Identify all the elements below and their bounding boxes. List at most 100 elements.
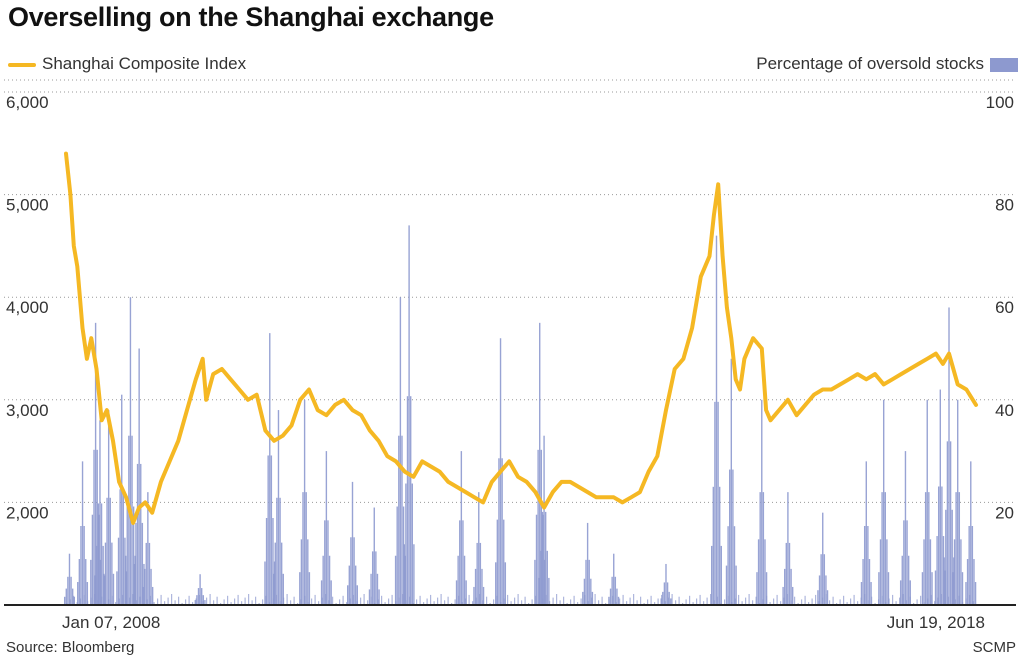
oversold-bar-noise xyxy=(790,600,792,605)
oversold-bar-noise xyxy=(500,602,502,605)
oversold-bar-1-6 xyxy=(86,582,89,605)
oversold-bar-noise xyxy=(314,594,316,605)
oversold-bar-noise xyxy=(846,602,848,605)
oversold-bar-9-2 xyxy=(201,588,203,605)
oversold-bar-noise xyxy=(440,594,442,605)
oversold-bar-noise xyxy=(594,594,596,605)
oversold-bar-22-0 xyxy=(543,435,545,605)
oversold-bar-noise xyxy=(619,598,621,605)
oversold-bar-34-2 xyxy=(928,492,930,605)
oversold-bar-36-0 xyxy=(948,307,950,605)
oversold-bar-8-5 xyxy=(142,586,144,605)
oversold-bar-35-0 xyxy=(939,389,941,605)
oversold-bar-1-1 xyxy=(80,525,82,605)
oversold-bar-16-4 xyxy=(402,506,405,605)
oversold-bar-24-0 xyxy=(613,553,615,605)
oversold-bar-6-6 xyxy=(134,555,136,605)
oversold-bar-36-6 xyxy=(953,557,955,605)
oversold-bar-noise xyxy=(248,594,250,605)
oversold-bar-noise xyxy=(377,599,379,605)
oversold-bar-noise xyxy=(150,595,152,605)
oversold-bar-21-1 xyxy=(537,449,539,605)
oversold-bar-noise xyxy=(696,598,698,605)
oversold-bar-38-3 xyxy=(966,559,969,605)
oversold-bar-noise xyxy=(328,600,330,605)
oversold-bar-14-4 xyxy=(354,565,357,605)
oversold-bar-15-4 xyxy=(376,573,379,605)
oversold-bar-21-5 xyxy=(534,559,536,605)
oversold-bar-37-3 xyxy=(953,539,956,605)
oversold-bar-33-5 xyxy=(899,580,902,605)
oversold-bar-14-3 xyxy=(348,565,350,605)
oversold-bar-noise xyxy=(636,600,638,605)
oversold-bar-2-2 xyxy=(96,449,98,605)
oversold-bar-noise xyxy=(461,602,463,605)
oversold-bar-33-3 xyxy=(901,555,903,605)
oversold-bar-noise xyxy=(325,594,327,605)
oversold-bar-29-6 xyxy=(792,586,794,605)
oversold-bar-noise xyxy=(622,594,624,605)
oversold-bar-32-3 xyxy=(879,539,882,605)
oversold-bar-noise xyxy=(689,595,691,605)
oversold-bar-32-5 xyxy=(878,572,880,605)
oversold-bar-noise xyxy=(559,600,561,605)
oversold-bar-noise xyxy=(972,601,974,605)
oversold-bar-noise xyxy=(209,594,211,605)
oversold-bar-34-3 xyxy=(923,539,925,605)
x-tick-end: Jun 19, 2018 xyxy=(887,613,985,632)
oversold-bar-noise xyxy=(286,594,288,605)
index-line xyxy=(64,151,978,525)
oversold-bar-noise xyxy=(83,594,85,605)
oversold-bar-noise xyxy=(342,595,344,605)
oversold-bar-12-2 xyxy=(305,492,307,605)
oversold-bar-noise xyxy=(69,599,71,605)
oversold-bar-8-2 xyxy=(148,542,151,605)
oversold-bar-noise xyxy=(304,595,306,605)
oversold-bar-noise xyxy=(755,596,757,605)
oversold-bar-noise xyxy=(433,601,435,605)
oversold-bar-noise xyxy=(101,596,103,605)
source-note: Source: Bloomberg xyxy=(6,639,135,656)
oversold-bar-30-4 xyxy=(825,575,827,605)
oversold-bar-10-5 xyxy=(264,561,266,605)
oversold-bar-10-1 xyxy=(267,455,269,605)
oversold-bar-noise xyxy=(549,601,551,605)
oversold-bar-7-0 xyxy=(138,348,140,605)
oversold-bar-15-2 xyxy=(375,551,377,605)
oversold-bar-noise xyxy=(535,595,537,605)
oversold-bar-20-2 xyxy=(501,458,503,605)
oversold-bar-noise xyxy=(391,594,393,605)
oversold-bar-noise xyxy=(591,597,593,605)
oversold-bar-35-6 xyxy=(944,570,946,605)
oversold-bar-noise xyxy=(164,601,166,605)
oversold-bar-noise xyxy=(773,598,775,605)
oversold-bar-noise xyxy=(202,601,204,605)
oversold-bar-noise xyxy=(472,601,474,605)
oversold-bar-noise xyxy=(598,600,600,605)
oversold-bar-30-2 xyxy=(823,554,826,605)
oversold-bar-noise xyxy=(934,601,936,605)
oversold-bar-noise xyxy=(363,594,365,605)
oversold-bar-12-6 xyxy=(308,572,311,605)
oversold-bar-20-1 xyxy=(498,458,500,605)
oversold-bar-13-4 xyxy=(328,555,331,605)
oversold-bar-noise xyxy=(769,602,771,605)
oversold-bar-16-6 xyxy=(404,555,406,605)
oversold-bar-24-6 xyxy=(617,596,620,605)
oversold-bar-noise xyxy=(475,597,477,605)
oversold-bar-noise xyxy=(384,602,386,605)
oversold-bar-38-0 xyxy=(970,461,972,605)
oversold-bar-noise xyxy=(713,600,715,605)
oversold-bar-10-6 xyxy=(273,561,276,605)
oversold-bar-noise xyxy=(437,597,439,605)
oversold-bar-4-5 xyxy=(103,573,105,605)
oversold-bar-26-6 xyxy=(720,545,722,605)
oversold-bar-37-5 xyxy=(952,572,954,605)
oversold-bar-35-5 xyxy=(934,570,937,605)
oversold-bar-34-1 xyxy=(924,492,927,605)
oversold-bar-10-3 xyxy=(265,517,268,605)
oversold-bar-noise xyxy=(664,601,666,605)
oversold-bar-15-0 xyxy=(373,507,375,605)
oversold-bar-23-5 xyxy=(582,591,584,605)
oversold-bar-noise xyxy=(808,602,810,605)
